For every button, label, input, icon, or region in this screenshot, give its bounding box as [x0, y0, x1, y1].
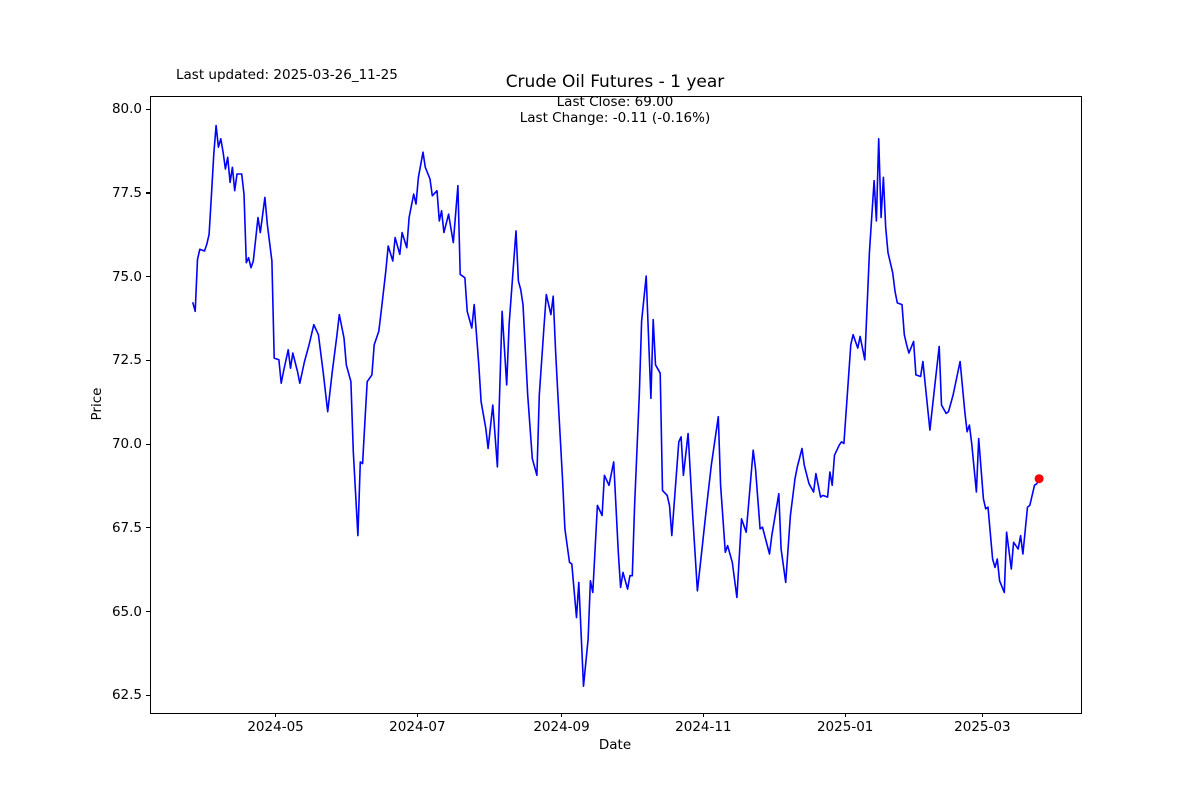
y-tick-label: 67.5 — [111, 519, 142, 536]
x-tick-label: 2024-07 — [389, 719, 446, 735]
chart-title: Crude Oil Futures - 1 year — [505, 72, 725, 92]
y-tick-label: 72.5 — [111, 352, 142, 369]
tick-mark — [981, 713, 983, 717]
y-tick-label: 62.5 — [111, 687, 142, 704]
tick-mark — [560, 713, 563, 717]
price-line-chart — [192, 124, 1044, 688]
tick-mark — [146, 443, 150, 445]
tick-mark — [702, 713, 704, 717]
x-axis-label: Date — [598, 737, 632, 753]
tick-mark — [416, 713, 418, 717]
tick-mark — [146, 108, 150, 110]
tick-mark — [844, 713, 846, 717]
last-close-marker — [1034, 474, 1044, 484]
y-tick-label: 77.5 — [111, 185, 142, 202]
x-tick-label: 2025-01 — [816, 719, 874, 735]
tick-mark — [146, 276, 150, 278]
x-tick-label: 2024-05 — [247, 719, 304, 735]
y-axis-label: Price — [89, 387, 105, 421]
last-updated-text: Last updated: 2025-03-26_11-25 — [176, 67, 398, 83]
price-line — [192, 124, 1040, 688]
y-tick-label: 80.0 — [111, 101, 142, 118]
annotation-block: Last Close: 69.00 Last Change: -0.11 (-0… — [150, 94, 1080, 126]
x-tick-label: 2024-09 — [533, 719, 590, 735]
last-change-annotation: Last Change: -0.11 (-0.16%) — [519, 109, 711, 126]
plot-area — [150, 96, 1082, 714]
y-tick-label: 75.0 — [111, 268, 142, 285]
x-tick-label: 2025-03 — [954, 719, 1011, 735]
tick-mark — [146, 359, 150, 362]
last-close-annotation: Last Close: 69.00 — [556, 94, 674, 110]
y-tick-label: 70.0 — [111, 436, 142, 453]
x-tick-label: 2024-11 — [675, 719, 732, 735]
tick-mark — [146, 192, 150, 194]
y-tick-label: 65.0 — [111, 603, 142, 620]
tick-mark — [146, 527, 150, 529]
tick-mark — [146, 694, 150, 696]
tick-mark — [274, 713, 277, 717]
tick-mark — [146, 610, 150, 613]
